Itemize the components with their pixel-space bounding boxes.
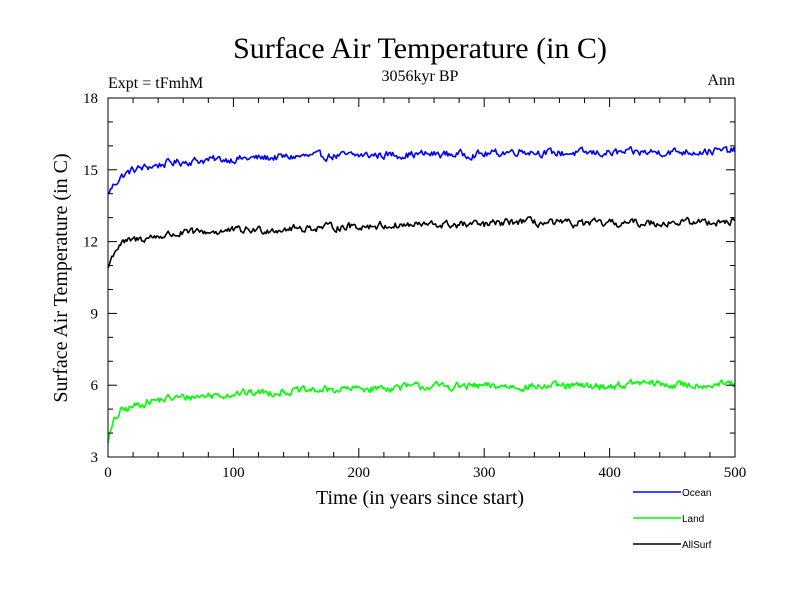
- series-line-allsurf: [107, 216, 736, 269]
- x-axis-label: Time (in years since start): [316, 487, 524, 509]
- x-tick-label: 0: [104, 465, 112, 481]
- y-tick-label: 18: [83, 91, 98, 107]
- season-label: Ann: [707, 72, 735, 89]
- plot-area: 0 100 200 300 400 500 3 6 9 12 15 18: [83, 91, 746, 481]
- y-tick-label: 15: [83, 163, 98, 179]
- y-axis-label: Surface Air Temperature (in C): [50, 153, 72, 402]
- legend-label-ocean: Ocean: [682, 488, 711, 499]
- chart-title: Surface Air Temperature (in C): [233, 32, 607, 65]
- legend-label-allsurf: AllSurf: [682, 540, 712, 551]
- plot-frame: [107, 97, 736, 458]
- x-tick-label: 100: [222, 465, 245, 481]
- series-line-land: [107, 378, 736, 444]
- y-tick-label: 3: [91, 450, 99, 466]
- y-tick-label: 12: [83, 235, 98, 251]
- legend: Ocean Land AllSurf: [633, 488, 712, 551]
- y-tick-label: 6: [91, 378, 99, 394]
- series-line-ocean: [107, 145, 736, 194]
- x-tick-label: 500: [724, 465, 747, 481]
- legend-label-land: Land: [682, 514, 704, 525]
- x-tick-label: 400: [598, 465, 621, 481]
- x-tick-label: 300: [473, 465, 496, 481]
- y-tick-label: 9: [91, 306, 99, 322]
- experiment-label: Expt = tFmhM: [108, 75, 203, 92]
- x-tick-label: 200: [348, 465, 371, 481]
- chart-subtitle: 3056kyr BP: [382, 68, 459, 85]
